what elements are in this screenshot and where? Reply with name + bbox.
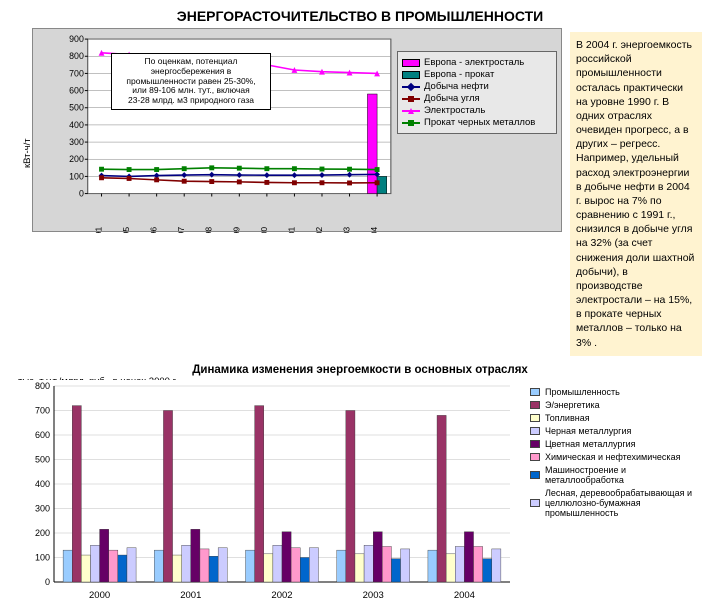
legend-item: Топливная bbox=[530, 413, 698, 423]
top-chart: кВт-ч/т 01002003004005006007008009001991… bbox=[18, 28, 562, 356]
svg-text:900: 900 bbox=[69, 34, 84, 44]
svg-text:2000: 2000 bbox=[89, 590, 110, 601]
svg-text:2003: 2003 bbox=[342, 226, 352, 233]
svg-text:400: 400 bbox=[69, 120, 84, 130]
legend-item: Европа - прокат bbox=[402, 69, 552, 80]
svg-text:1995: 1995 bbox=[121, 226, 131, 233]
page-title: ЭНЕРГОРАСТОЧИТЕЛЬСТВО В ПРОМЫШЛЕННОСТИ bbox=[0, 0, 720, 28]
legend-item: Э/энергетика bbox=[530, 400, 698, 410]
svg-text:1997: 1997 bbox=[176, 226, 186, 233]
svg-text:0: 0 bbox=[45, 577, 50, 587]
bottom-subtitle: Динамика изменения энергоемкости в основ… bbox=[0, 364, 720, 376]
legend-item: Европа - электросталь bbox=[402, 57, 552, 68]
top-legend: Европа - электростальЕвропа - прокатДобы… bbox=[397, 51, 557, 134]
svg-text:1991: 1991 bbox=[94, 226, 104, 233]
legend-item: Машиностроение и металлообработка bbox=[530, 465, 698, 485]
legend-item: Лесная, деревообрабатывающая и целлюлозн… bbox=[530, 488, 698, 518]
svg-text:2002: 2002 bbox=[271, 590, 292, 601]
legend-item: Прокат черных металлов bbox=[402, 117, 552, 128]
bottom-legend: Промышленность Э/энергетика Топливная Черна… bbox=[526, 380, 702, 604]
legend-item: Добыча угля bbox=[402, 93, 552, 104]
svg-text:400: 400 bbox=[35, 479, 50, 489]
legend-item: Черная металлургия bbox=[530, 426, 698, 436]
svg-text:2003: 2003 bbox=[363, 590, 384, 601]
svg-text:2002: 2002 bbox=[314, 226, 324, 233]
svg-text:1999: 1999 bbox=[231, 226, 241, 233]
svg-text:100: 100 bbox=[69, 171, 84, 181]
svg-text:1998: 1998 bbox=[204, 226, 214, 233]
svg-text:800: 800 bbox=[69, 51, 84, 61]
svg-text:500: 500 bbox=[69, 103, 84, 113]
svg-text:2000: 2000 bbox=[259, 226, 269, 233]
svg-text:200: 200 bbox=[69, 154, 84, 164]
note-box: По оценкам, потенциалэнергосбережения вп… bbox=[111, 53, 271, 110]
bottom-chart: 0 100 200 300 400 500 600 700 800 2000 2001 2002 200… bbox=[18, 380, 518, 604]
legend-item: Электросталь bbox=[402, 105, 552, 116]
svg-text:0: 0 bbox=[79, 189, 84, 199]
svg-text:200: 200 bbox=[35, 528, 50, 538]
svg-text:600: 600 bbox=[69, 86, 84, 96]
svg-text:600: 600 bbox=[35, 430, 50, 440]
svg-text:2001: 2001 bbox=[180, 590, 201, 601]
svg-text:2004: 2004 bbox=[454, 590, 475, 601]
legend-item: Промышленность bbox=[530, 387, 698, 397]
svg-text:2001: 2001 bbox=[286, 226, 296, 233]
svg-text:800: 800 bbox=[35, 381, 50, 391]
svg-text:100: 100 bbox=[35, 552, 50, 562]
svg-text:700: 700 bbox=[35, 405, 50, 415]
svg-text:500: 500 bbox=[35, 454, 50, 464]
right-text-panel: В 2004 г. энергоемкость российской промы… bbox=[570, 32, 702, 356]
svg-text:1996: 1996 bbox=[149, 226, 159, 233]
svg-text:300: 300 bbox=[35, 503, 50, 513]
svg-text:700: 700 bbox=[69, 68, 84, 78]
legend-item: Цветная металлургия bbox=[530, 439, 698, 449]
legend-item: Химическая и нефтехимическая bbox=[530, 452, 698, 462]
svg-text:2004: 2004 bbox=[369, 226, 379, 233]
svg-text:300: 300 bbox=[69, 137, 84, 147]
legend-item: Добыча нефти bbox=[402, 81, 552, 92]
